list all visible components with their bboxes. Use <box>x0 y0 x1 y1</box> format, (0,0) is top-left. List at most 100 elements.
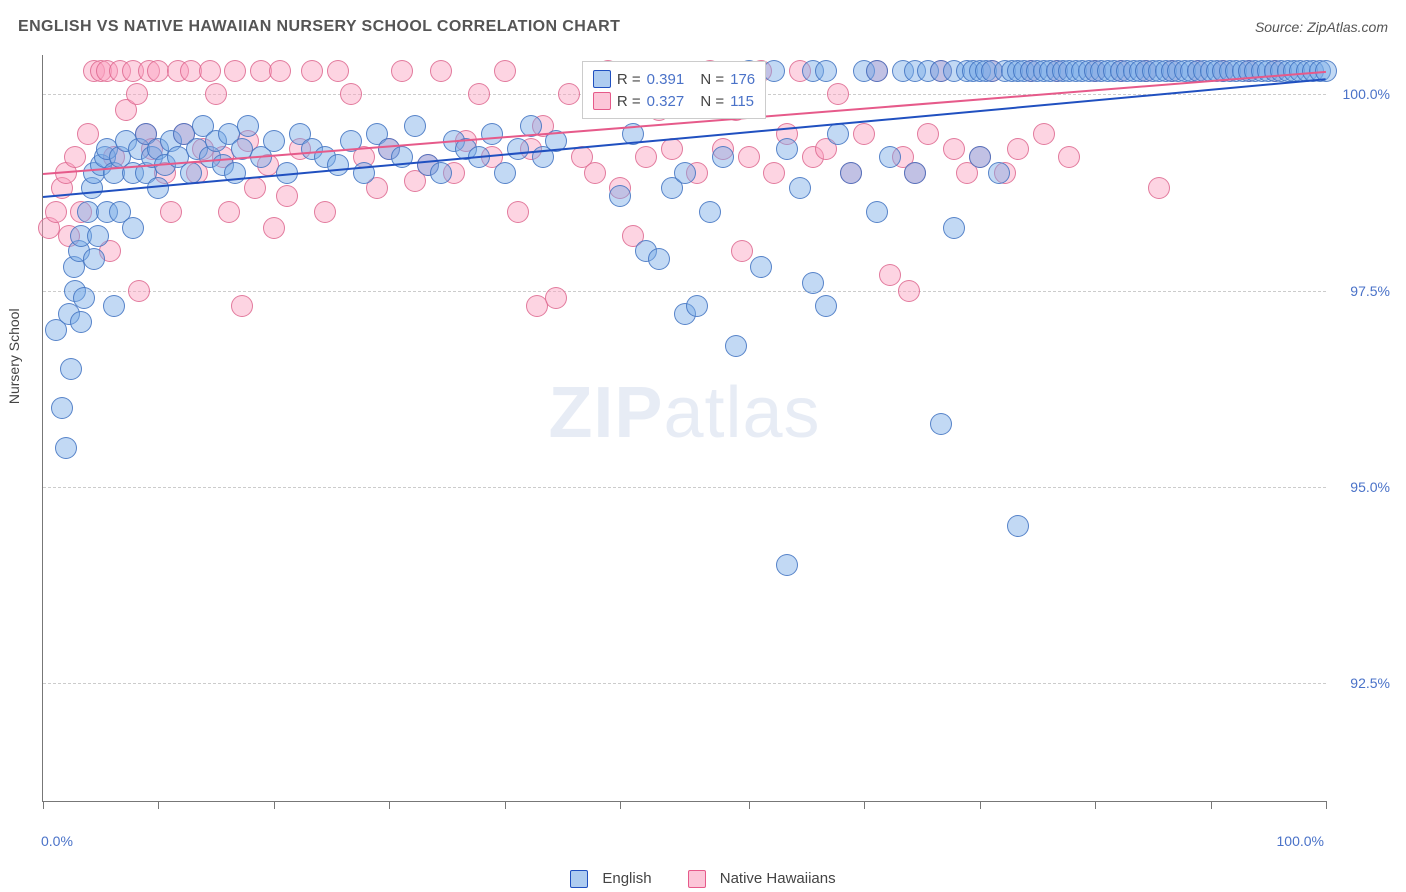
data-point-hawaiians <box>731 240 753 262</box>
data-point-english <box>1007 515 1029 537</box>
x-tick <box>43 801 44 809</box>
data-point-english <box>147 177 169 199</box>
data-point-english <box>70 311 92 333</box>
x-tick <box>274 801 275 809</box>
x-tick <box>864 801 865 809</box>
data-point-hawaiians <box>430 60 452 82</box>
data-point-hawaiians <box>126 83 148 105</box>
x-tick <box>505 801 506 809</box>
data-point-english <box>648 248 670 270</box>
data-point-hawaiians <box>917 123 939 145</box>
data-point-hawaiians <box>218 201 240 223</box>
data-point-hawaiians <box>327 60 349 82</box>
data-point-english <box>237 115 259 137</box>
data-point-hawaiians <box>276 185 298 207</box>
x-tick <box>1095 801 1096 809</box>
x-tick <box>158 801 159 809</box>
data-point-hawaiians <box>738 146 760 168</box>
swatch-english-icon <box>593 70 611 88</box>
data-point-english <box>930 413 952 435</box>
data-point-hawaiians <box>160 201 182 223</box>
data-point-hawaiians <box>314 201 336 223</box>
data-point-hawaiians <box>77 123 99 145</box>
data-point-hawaiians <box>301 60 323 82</box>
data-point-hawaiians <box>340 83 362 105</box>
data-point-hawaiians <box>224 60 246 82</box>
data-point-hawaiians <box>64 146 86 168</box>
plot-area: ZIPatlas 92.5%95.0%97.5%100.0%0.0%100.0%… <box>42 55 1326 802</box>
data-point-english <box>840 162 862 184</box>
data-point-english <box>180 162 202 184</box>
x-tick <box>389 801 390 809</box>
data-point-english <box>802 272 824 294</box>
data-point-english <box>60 358 82 380</box>
data-point-hawaiians <box>584 162 606 184</box>
data-point-english <box>879 146 901 168</box>
data-point-hawaiians <box>494 60 516 82</box>
data-point-hawaiians <box>507 201 529 223</box>
legend-label-english: English <box>602 870 651 887</box>
y-axis-label: Nursery School <box>6 308 22 404</box>
stats-box: R = 0.391 N = 176 R = 0.327 N = 115 <box>582 61 766 119</box>
data-point-english <box>430 162 452 184</box>
y-tick-label: 92.5% <box>1350 675 1390 691</box>
data-point-hawaiians <box>199 60 221 82</box>
data-point-english <box>725 335 747 357</box>
data-point-hawaiians <box>263 217 285 239</box>
data-point-hawaiians <box>558 83 580 105</box>
data-point-hawaiians <box>853 123 875 145</box>
data-point-english <box>827 123 849 145</box>
x-tick <box>620 801 621 809</box>
r-hawaiian: 0.327 <box>647 93 685 110</box>
data-point-hawaiians <box>635 146 657 168</box>
x-tick-label: 100.0% <box>1277 833 1324 849</box>
data-point-english <box>481 123 503 145</box>
data-point-english <box>327 154 349 176</box>
data-point-english <box>55 437 77 459</box>
x-tick-label: 0.0% <box>41 833 73 849</box>
n-english: 176 <box>730 71 755 88</box>
r-english: 0.391 <box>647 71 685 88</box>
data-point-english <box>507 138 529 160</box>
data-point-hawaiians <box>391 60 413 82</box>
data-point-english <box>404 115 426 137</box>
y-tick-label: 95.0% <box>1350 479 1390 495</box>
data-point-english <box>904 162 926 184</box>
gridline <box>43 683 1326 684</box>
x-tick <box>1326 801 1327 809</box>
data-point-english <box>776 554 798 576</box>
data-point-english <box>699 201 721 223</box>
chart-container: Nursery School ZIPatlas 92.5%95.0%97.5%1… <box>42 55 1396 832</box>
y-tick-label: 97.5% <box>1350 283 1390 299</box>
data-point-hawaiians <box>1058 146 1080 168</box>
data-point-hawaiians <box>898 280 920 302</box>
data-point-hawaiians <box>128 280 150 302</box>
data-point-hawaiians <box>468 83 490 105</box>
legend-swatch-hawaiian-icon <box>688 870 706 888</box>
data-point-english <box>789 177 811 199</box>
data-point-english <box>776 138 798 160</box>
x-tick <box>1211 801 1212 809</box>
n-hawaiian: 115 <box>730 93 754 110</box>
data-point-hawaiians <box>943 138 965 160</box>
data-point-english <box>263 130 285 152</box>
data-point-english <box>943 217 965 239</box>
data-point-english <box>51 397 73 419</box>
legend-swatch-english-icon <box>570 870 588 888</box>
legend-label-hawaiian: Native Hawaiians <box>720 870 836 887</box>
data-point-english <box>83 248 105 270</box>
source-label: Source: ZipAtlas.com <box>1255 19 1388 35</box>
data-point-english <box>988 162 1010 184</box>
data-point-hawaiians <box>763 162 785 184</box>
gridline <box>43 291 1326 292</box>
watermark: ZIPatlas <box>548 372 820 454</box>
data-point-hawaiians <box>545 287 567 309</box>
data-point-english <box>494 162 516 184</box>
data-point-english <box>87 225 109 247</box>
data-point-hawaiians <box>1007 138 1029 160</box>
data-point-english <box>712 146 734 168</box>
data-point-hawaiians <box>231 295 253 317</box>
data-point-english <box>815 295 837 317</box>
data-point-english <box>750 256 772 278</box>
data-point-hawaiians <box>45 201 67 223</box>
